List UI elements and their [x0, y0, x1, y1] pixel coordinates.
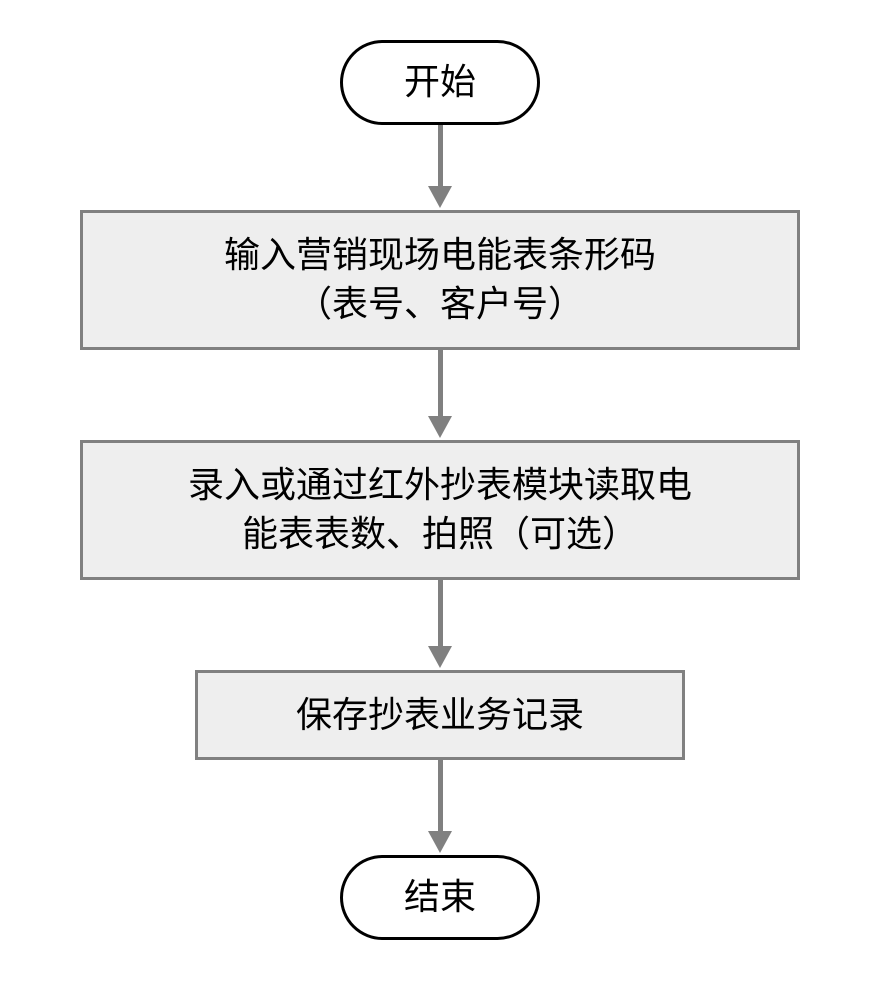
flowchart-node-start: 开始: [340, 40, 540, 125]
node-label: 保存抄表业务记录: [288, 687, 592, 744]
flowchart-node-save-record: 保存抄表业务记录: [195, 670, 685, 760]
flowchart-node-end: 结束: [340, 855, 540, 940]
node-label: 开始: [396, 54, 484, 111]
flowchart-node-read-meter: 录入或通过红外抄表模块读取电 能表表数、拍照（可选）: [80, 440, 800, 580]
flowchart-node-input-barcode: 输入营销现场电能表条形码 （表号、客户号）: [80, 210, 800, 350]
node-label: 录入或通过红外抄表模块读取电 能表表数、拍照（可选）: [180, 457, 700, 562]
node-label: 输入营销现场电能表条形码 （表号、客户号）: [216, 227, 664, 332]
node-label: 结束: [396, 869, 484, 926]
